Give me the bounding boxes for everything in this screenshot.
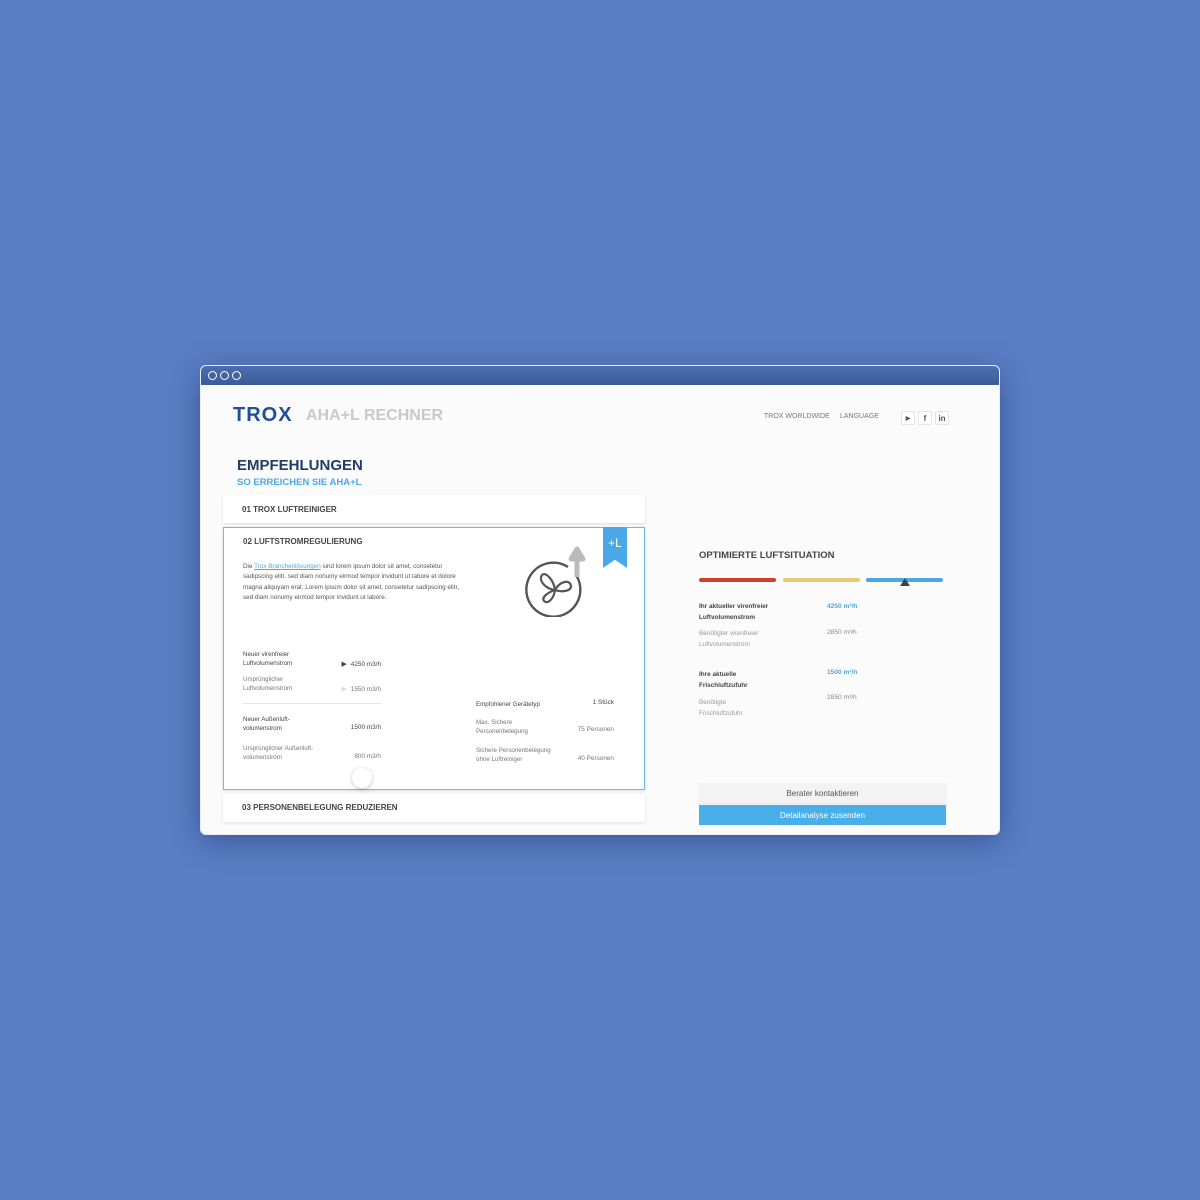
send-analysis-button[interactable]: Detailanalyse zusenden [699,805,946,825]
window-dot-icon[interactable] [232,371,241,380]
text-body: sind lorem ipsum dolor sit amet, consete… [243,563,459,601]
window-dot-icon[interactable] [220,371,229,380]
value-aktuelle-frischluftzufuhr: 1500 m³/h [827,669,858,676]
level-bar-yellow [783,578,860,582]
value-neuer-aussenluftvolumenstrom: 1500 m3/h [350,724,381,731]
contact-advisor-button[interactable]: Berater kontaktieren [699,783,946,803]
branchenloesungen-link[interactable]: Trox Branchenlösungen [254,563,321,570]
value-urspruenglicher-aussenluftvolumenstrom: 800 m3/h [354,753,381,760]
text-prefix: Die [243,563,255,570]
window-titlebar [201,366,999,385]
label-benoetigter-luftvolumenstrom: Benötigter virenfreier Luftvolumenstrom [699,630,759,648]
label-neuer-aussenluftvolumenstrom: Neuer Außenluft-volumenstrom [243,716,290,732]
label-benoetigte-frischluftzufuhr: Benötigte Frischluftzufuhr [699,699,743,717]
value-text: 4250 m3/h [350,661,381,668]
linkedin-glyph: in [938,413,946,423]
card-title: 01 TROX LUFTREINIGER [242,505,337,514]
value-benoetigte-frischluftzufuhr: 2850 m³/h [827,694,857,701]
label-urspruenglicher-luftvolumenstrom: Ursprünglicher Luftvolumenstrom [243,676,293,692]
card-title: 02 LUFTSTROMREGULIERUNG [243,537,363,546]
app-title: AHA+L RECHNER [306,407,444,424]
value-aktueller-luftvolumenstrom: 4250 m³/h [827,603,858,610]
youtube-glyph: ▶ [905,415,911,422]
level-bar-red [699,578,776,582]
value-text: 1550 m3/h [350,686,381,693]
nav-language[interactable]: LANGUAGE [840,413,879,420]
card-luftreiniger[interactable]: 01 TROX LUFTREINIGER [223,495,645,523]
value-neuer-luftvolumenstrom: ▶ 4250 m3/h [341,661,381,668]
browser-window: TROX AHA+L RECHNER TROX WORLDWIDE LANGUA… [200,365,1000,835]
level-marker-icon [900,578,910,586]
page-subtitle: SO ERREICHEN SIE AHA+L [237,477,362,488]
label-neuer-luftvolumenstrom: Neuer virenfreier Luftvolumenstrom [243,651,293,667]
fan-airflow-icon [525,546,586,617]
label-geraetetyp: Empfohlener Gerätetyp [476,701,540,708]
facebook-glyph: f [923,413,927,423]
divider [243,703,381,704]
linkedin-icon[interactable]: in [935,411,949,425]
summary-title: OPTIMIERTE LUFTSITUATION [699,550,835,561]
trox-logo[interactable]: TROX [233,404,293,426]
label-aktuelle-frischluftzufuhr: Ihre aktuelle Frischluftzufuhr [699,671,748,689]
value-urspruenglicher-luftvolumenstrom: ▶ 1550 m3/h [341,686,381,693]
value-benoetigter-luftvolumenstrom: 2850 m³/h [827,629,857,636]
card-personenbelegung[interactable]: 03 PERSONENBELEGUNG REDUZIEREN [223,794,645,822]
plus-l-ribbon-badge: +L [603,527,627,568]
label-urspruenglicher-aussenluftvolumenstrom: Ursprünglicher Außenluft-volumenstrom [243,745,314,761]
page-title: EMPFEHLUNGEN [237,457,363,474]
card-description: Die Trox Branchenlösungen sind lorem ips… [243,562,468,603]
value-geraetetyp: 1 Stück [592,699,614,706]
value-max-personenbelegung: 75 Personen [577,726,614,733]
label-personenbelegung-ohne-luftreiniger: Sichere Personenbelegung ohne Luftreinig… [476,747,551,763]
scroll-handle[interactable] [352,768,372,788]
nav-trox-worldwide[interactable]: TROX WORLDWIDE [764,413,830,420]
youtube-icon[interactable]: ▶ [901,411,915,425]
card-title: 03 PERSONENBELEGUNG REDUZIEREN [242,803,398,812]
card-luftstromregulierung[interactable]: 02 LUFTSTROMREGULIERUNG Die Trox Branche… [223,527,645,790]
window-dot-icon[interactable] [208,371,217,380]
label-aktueller-luftvolumenstrom: Ihr aktueller virenfreier Luftvolumenstr… [699,603,769,621]
badge-label: +L [608,536,622,550]
label-max-personenbelegung: Max. Sichere Personenbelegung [476,719,528,735]
facebook-icon[interactable]: f [918,411,932,425]
value-personenbelegung-ohne-luftreiniger: 40 Personen [577,755,614,762]
